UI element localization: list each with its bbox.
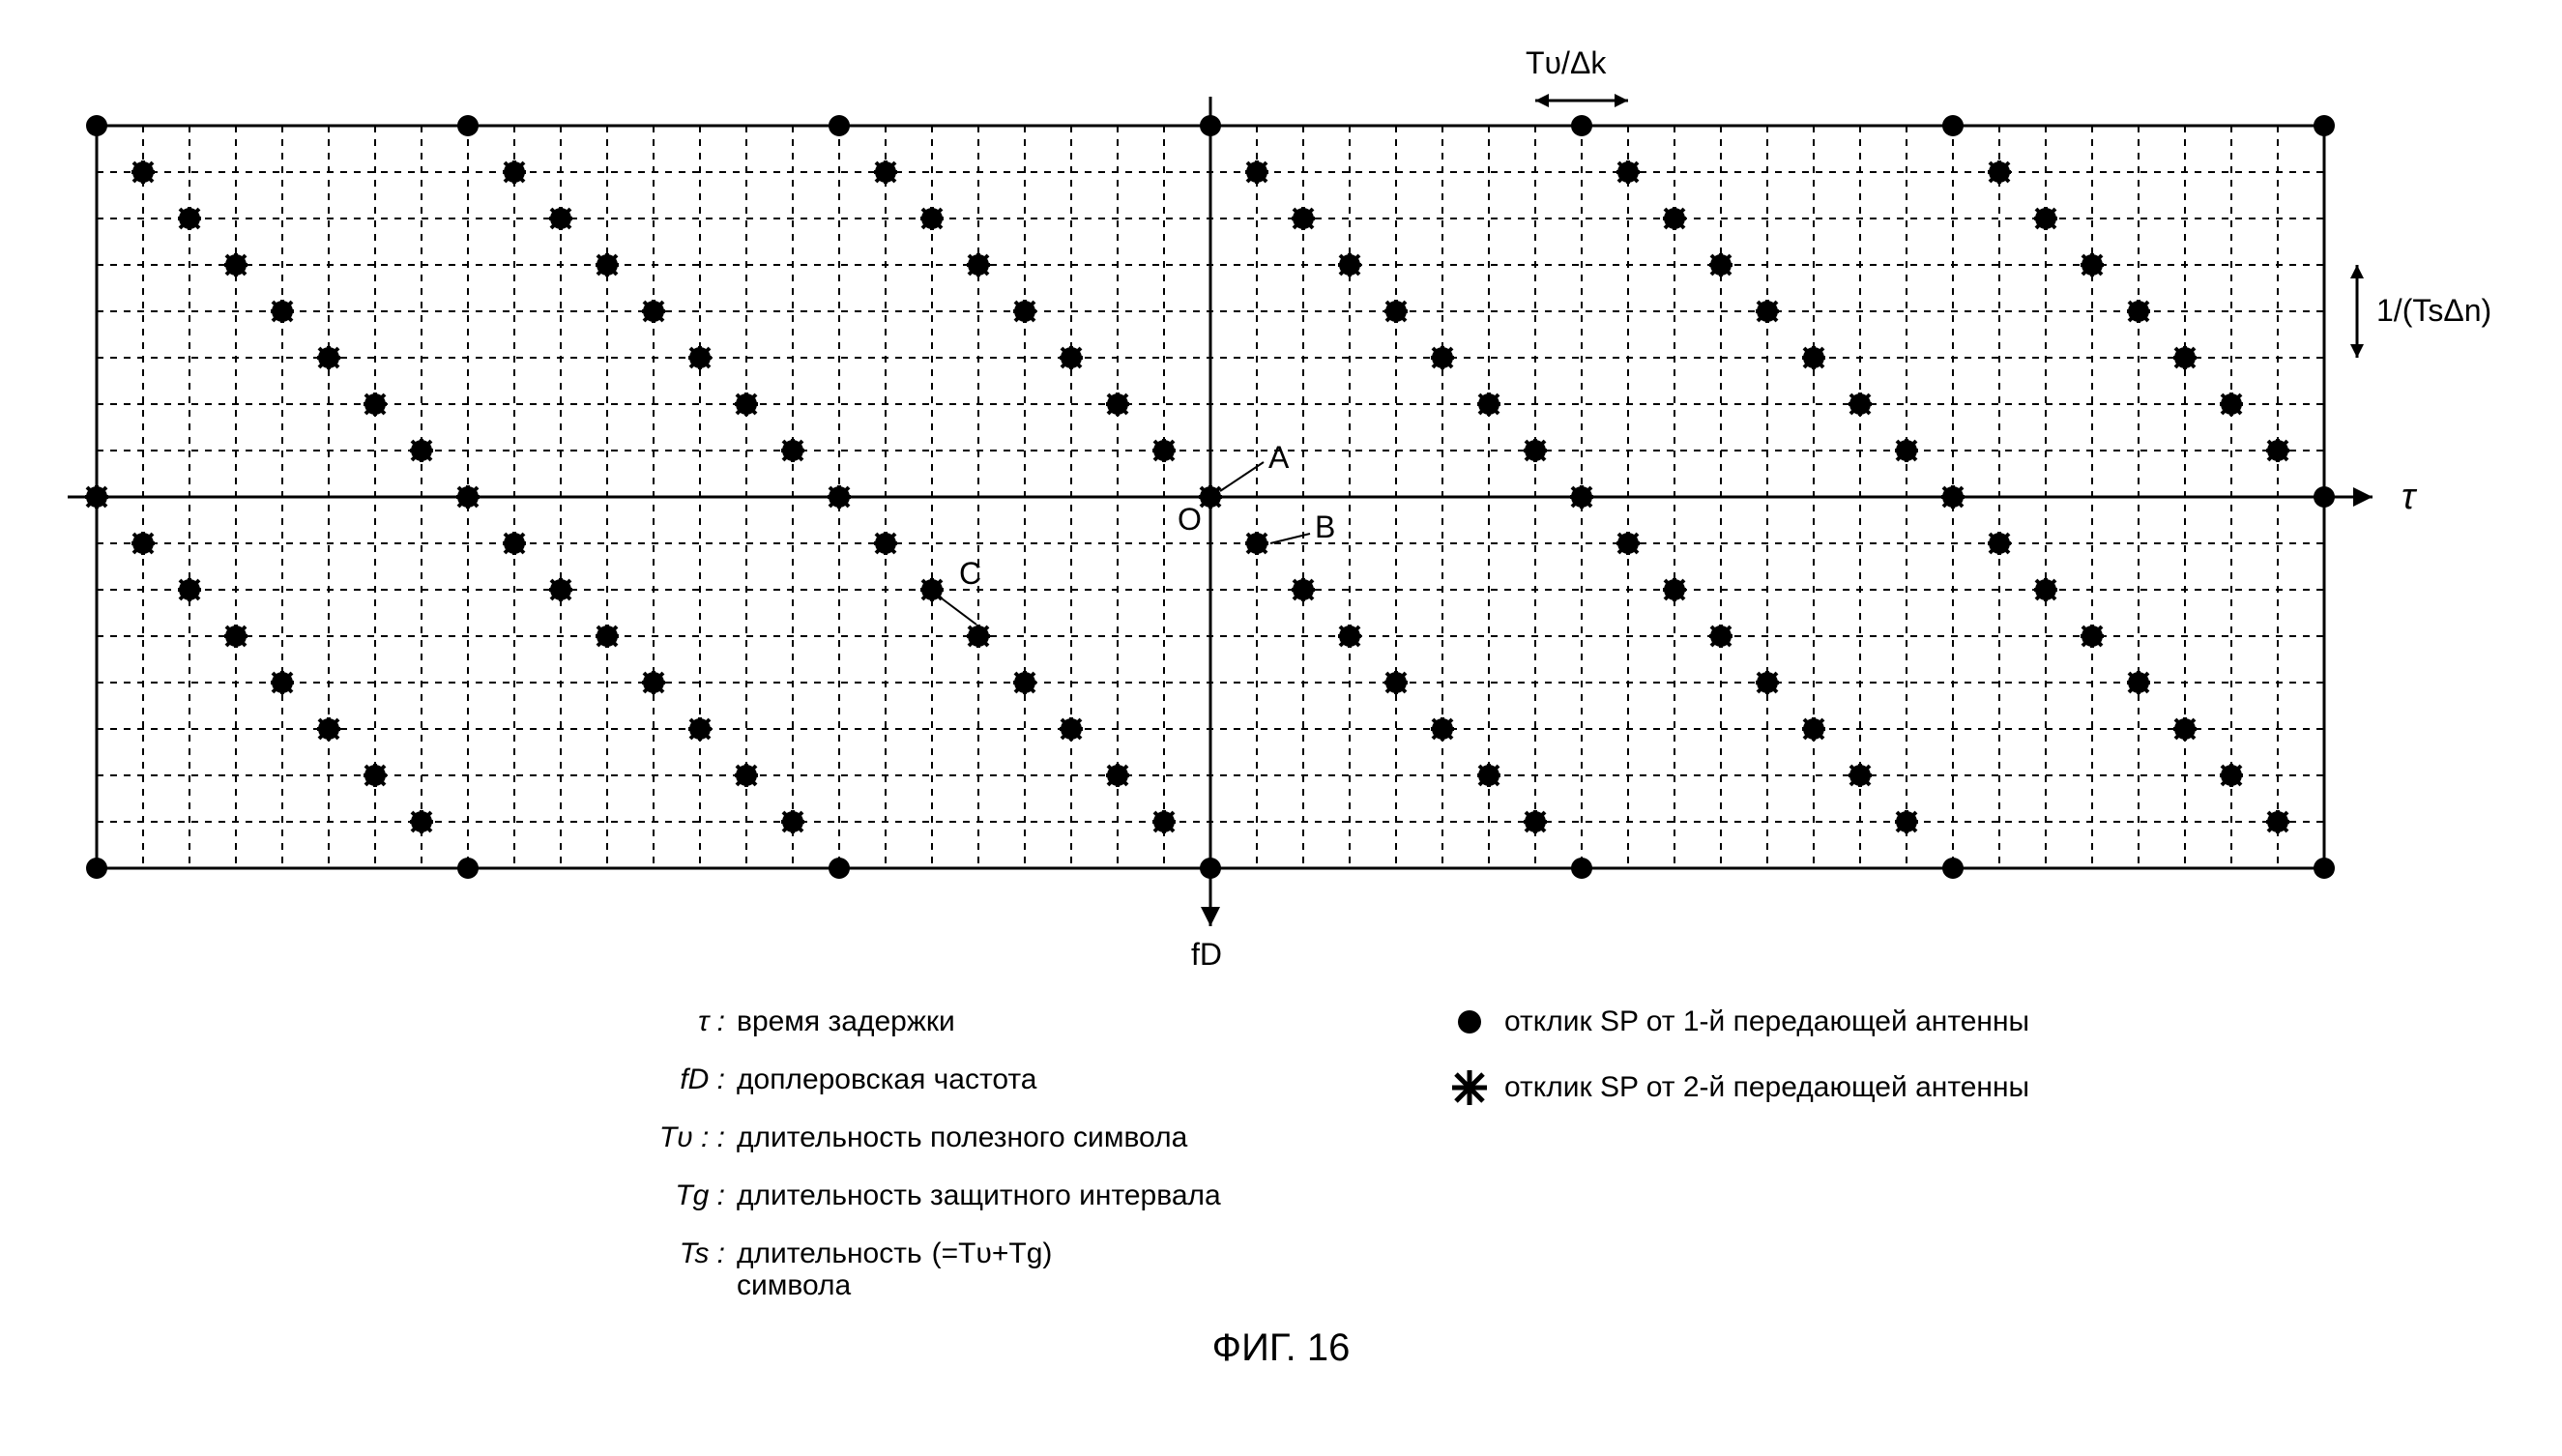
svg-text:C: C <box>959 556 981 591</box>
legend-tu: Tᴜ : : длительность полезного символа <box>657 1112 1412 1164</box>
legend-ts-line1: длительность <box>737 1238 922 1269</box>
legend-tau-sym: τ : <box>657 996 737 1048</box>
figure-container: τ fD O A B C Tᴜ/Δk 1/(TsΔn) τ : время задержки … <box>39 39 2523 1370</box>
legend-markers: отклик SP от 1-й передающей антенны откл… <box>1450 996 2029 1307</box>
legend-ts: Ts : длительность символа (=Tᴜ+Tg) <box>657 1228 1412 1301</box>
svg-text:Tᴜ/Δk: Tᴜ/Δk <box>1526 45 1607 80</box>
svg-text:B: B <box>1315 510 1335 544</box>
svg-text:1/(TsΔn): 1/(TsΔn) <box>2376 293 2491 328</box>
figure-caption: ФИГ. 16 <box>39 1326 2523 1370</box>
cross-icon <box>1450 1068 1489 1107</box>
svg-text:A: A <box>1268 440 1290 475</box>
legend-cross-text: отклик SP от 2-й передающей антенны <box>1504 1062 2029 1114</box>
legend-ts-sym: Ts : <box>657 1228 737 1280</box>
legend-tau: τ : время задержки <box>657 996 1412 1048</box>
legend-definitions: τ : время задержки fD : доплеровская час… <box>657 996 1412 1307</box>
legend-tg-sym: Tg : <box>657 1170 737 1222</box>
legend-cross-row: отклик SP от 2-й передающей антенны <box>1450 1062 2029 1114</box>
legend-area: τ : время задержки fD : доплеровская час… <box>39 996 2523 1307</box>
legend-dot-text: отклик SP от 1-й передающей антенны <box>1504 996 2029 1048</box>
legend-tau-text: время задержки <box>737 996 955 1048</box>
legend-ts-suffix: (=Tᴜ+Tg) <box>932 1228 1053 1280</box>
legend-fd: fD : доплеровская частота <box>657 1054 1412 1106</box>
legend-tg: Tg : длительность защитного интервала <box>657 1170 1412 1222</box>
legend-tu-sym: Tᴜ : : <box>657 1112 737 1164</box>
svg-text:τ: τ <box>2402 477 2418 517</box>
grid-diagram: τ fD O A B C Tᴜ/Δk 1/(TsΔn) <box>39 39 2523 967</box>
legend-ts-line2: символа <box>737 1269 851 1301</box>
legend-fd-sym: fD : <box>657 1054 737 1106</box>
legend-tg-text: длительность защитного интервала <box>737 1170 1221 1222</box>
legend-tu-text: длительность полезного символа <box>737 1112 1187 1164</box>
legend-fd-text: доплеровская частота <box>737 1054 1036 1106</box>
dot-icon <box>1450 1003 1489 1041</box>
svg-text:O: O <box>1178 502 1202 537</box>
legend-dot-row: отклик SP от 1-й передающей антенны <box>1450 996 2029 1048</box>
svg-text:fD: fD <box>1191 937 1222 967</box>
